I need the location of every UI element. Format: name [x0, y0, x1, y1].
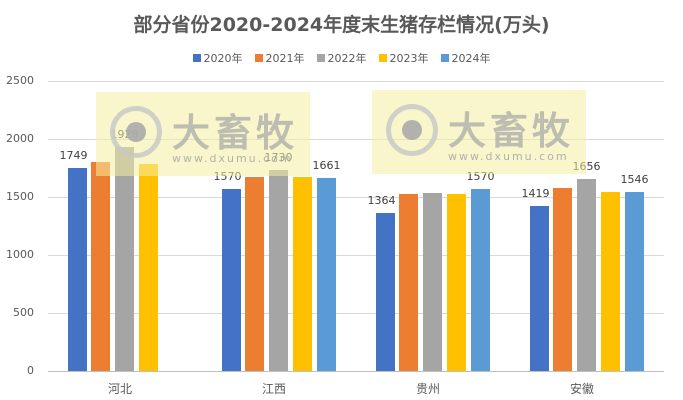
watermark-brand: 大畜牧	[172, 111, 299, 155]
bar	[269, 170, 288, 371]
legend-label: 2022年	[327, 52, 367, 65]
chart-legend: 2020年 2021年 2022年 2023年 2024年	[0, 50, 683, 66]
gridline	[48, 139, 664, 140]
bar	[530, 206, 549, 371]
bar	[91, 161, 110, 371]
bar	[245, 177, 264, 371]
bar	[317, 178, 336, 371]
bar	[68, 168, 87, 371]
legend-item: 2024年	[440, 50, 491, 66]
legend-label: 2023年	[389, 52, 429, 65]
watermark: 大畜牧 www.dxumu.com	[372, 90, 586, 174]
legend-label: 2024年	[451, 52, 491, 65]
y-tick-label: 2000	[6, 132, 34, 145]
y-tick-label: 0	[27, 364, 34, 377]
data-label: 1419	[521, 187, 550, 201]
legend-swatch-icon	[254, 54, 263, 62]
chart-title: 部分省份2020-2024年度末生猪存栏情况(万头)	[133, 14, 550, 36]
data-label: 1546	[620, 172, 649, 186]
data-label: 1364	[367, 193, 396, 207]
bar	[293, 177, 312, 371]
watermark-brand: 大畜牧	[448, 109, 575, 153]
legend-swatch-icon	[378, 54, 387, 62]
legend-swatch-icon	[192, 54, 201, 62]
bar	[625, 191, 644, 371]
gridline	[48, 81, 664, 82]
bar	[222, 188, 241, 371]
gridline	[48, 313, 664, 314]
gridline	[48, 255, 664, 256]
x-category-label: 安徽	[569, 382, 594, 396]
legend-item: 2021年	[254, 50, 305, 66]
bar	[447, 193, 466, 371]
bar	[399, 193, 418, 371]
legend-item: 2022年	[316, 50, 367, 66]
bar	[139, 163, 158, 371]
bar	[577, 178, 596, 371]
legend-label: 2020年	[203, 52, 243, 65]
watermark-logo-icon	[386, 104, 438, 156]
data-label: 1749	[59, 149, 88, 163]
bar	[471, 188, 490, 371]
watermark-url: www.dxumu.com	[172, 152, 293, 165]
y-tick-label: 1500	[6, 190, 34, 203]
x-axis-line	[48, 371, 664, 372]
y-tick-label: 2500	[6, 74, 34, 87]
legend-label: 2021年	[265, 52, 305, 65]
watermark-url: www.dxumu.com	[448, 150, 569, 163]
x-category-label: 江西	[261, 382, 286, 396]
watermark-logo-icon	[110, 106, 162, 158]
bar	[115, 147, 134, 371]
gridline	[48, 197, 664, 198]
bar	[423, 192, 442, 371]
legend-swatch-icon	[440, 54, 449, 62]
x-category-label: 贵州	[415, 382, 440, 396]
legend-swatch-icon	[316, 54, 325, 62]
bar	[601, 191, 620, 371]
x-category-label: 河北	[107, 382, 132, 396]
data-label: 1661	[312, 159, 341, 173]
watermark: 大畜牧 www.dxumu.com	[96, 92, 310, 176]
legend-item: 2023年	[378, 50, 429, 66]
legend-item: 2020年	[192, 50, 243, 66]
y-tick-label: 500	[13, 306, 34, 319]
y-tick-label: 1000	[6, 248, 34, 261]
bar	[553, 188, 572, 371]
bar	[376, 212, 395, 371]
